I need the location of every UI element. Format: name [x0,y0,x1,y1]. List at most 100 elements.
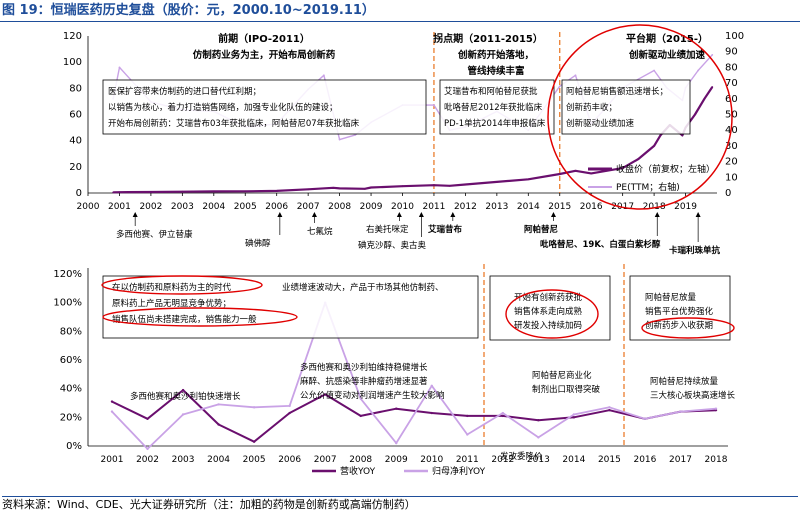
phase1-ellipse-text: 销售队伍尚未搭建完成，销售能力一般 [112,314,257,325]
legend-revenue-label: 营收YOY [340,465,376,477]
chart-svg: 0204060801001200102030405060708090100200… [53,24,744,477]
top-left-tick-label: 120 [63,31,82,42]
bottom-x-tick-label: 2016 [633,455,656,465]
price-point [574,169,577,172]
phase1-ellipse-text: 在以仿制药和原料药为主的时代 [112,282,232,293]
phase-subtitle: 管线持续丰富 [467,65,524,77]
drug-annotation-arrowhead [132,212,138,217]
top-x-tick-label: 2010 [391,202,414,212]
bottom-x-tick-label: 2007 [314,455,337,465]
bottom-y-tick-label: 60% [60,355,82,366]
drug-annotation-arrowhead [418,212,424,217]
pe-point [338,138,341,141]
revenue-yoy-point [572,416,576,419]
top-x-tick-label: 2015 [548,202,571,212]
top-right-tick-label: 0 [725,188,731,199]
top-x-tick-label: 2000 [77,202,100,212]
price-point [401,185,404,188]
bottom-x-tick-label: 2015 [598,455,621,465]
bottom-x-tick-label: 2005 [243,455,266,465]
price-point [659,134,662,137]
bottom-x-tick-label: 2010 [420,455,443,465]
phase2-box-line: 艾瑞昔布和阿帕替尼获批 [444,86,538,97]
price-point [212,190,215,193]
top-x-tick-label: 2012 [454,202,477,212]
profit-yoy-point [714,407,718,410]
top-x-tick-label: 2002 [139,202,162,212]
drug-annotation-arrowhead [695,212,701,217]
profit-yoy-point [679,410,682,413]
revenue-yoy-point [395,407,398,410]
phase3-box-text: 创新药步入收获期 [645,320,713,331]
phase3-bottom-box [629,275,731,341]
note-2007-line: 麻醉、抗感染等非肿瘤药增速显著 [300,376,428,387]
bottom-x-tick-label: 2018 [705,455,728,465]
profit-yoy-point [537,436,540,439]
pe-point [697,69,700,72]
price-point [332,186,335,189]
revenue-yoy-point [501,414,505,418]
bottom-x-tick-label: 2014 [562,455,585,465]
phase3-ellipse [641,317,735,339]
drug-annotation-arrowhead [654,212,660,217]
drug-annotation: 吡咯替尼、19K、白蛋白紫杉醇 [540,239,661,250]
phase-title: 拐点期（2011-2015） [433,32,543,45]
bottom-x-tick-label: 2003 [172,455,195,465]
revenue-yoy-point [323,393,327,396]
price-point [621,167,624,170]
revenue-yoy-point [252,440,256,443]
profit-yoy-point [181,413,185,416]
price-point [181,190,184,193]
price-point [112,191,115,194]
top-x-tick-label: 2006 [265,202,288,212]
price-point [558,173,561,175]
revenue-yoy-point [288,411,291,415]
bottom-x-tick-label: 2008 [349,455,372,465]
price-point [338,187,341,190]
phase3-box-line: 创新药丰收； [566,102,617,113]
top-x-tick-label: 2008 [328,202,351,212]
bottom-x-tick-label: 2012 [491,455,514,465]
drug-annotation: 右美托咪定 [366,224,409,235]
profit-yoy-point [395,441,398,445]
drug-annotation-arrowhead [396,212,402,217]
profit-yoy-point [466,433,469,436]
profit-yoy-point [252,406,256,409]
top-x-tick-label: 2005 [234,202,257,212]
profit-yoy-point [146,447,149,451]
bottom-x-tick-label: 2013 [527,455,550,465]
phase-subtitle: 仿制药业务为主，开始布局创新药 [193,49,336,61]
top-right-tick-label: 10 [725,172,738,183]
price-point [694,113,696,116]
bottom-y-tick-label: 120% [53,269,82,280]
phase3-box-text: 销售平台优势强化 [645,306,714,317]
profit-yoy-point [288,404,291,408]
top-x-tick-label: 2004 [202,202,225,212]
pe-point [433,104,435,106]
phase3-bottom-note: 阿帕替尼持续放量 [650,376,719,387]
phase2-price-cut: 发改委降价 [500,451,543,462]
phase2-box-line: 吡咯替尼2012年获批临床 [444,102,543,113]
drug-annotation-arrowhead [450,212,456,217]
phase1-box-line: 开始布局创新药：艾瑞昔布03年获批临床，阿帕替尼07年获批临床 [108,118,360,129]
bottom-y-tick-label: 0% [66,441,82,452]
profit-yoy-point [608,406,611,409]
note-2007-line: 公允价值变动对利润增速产生较大影响 [300,390,445,401]
price-point [637,158,640,160]
phase3-box-line: 阿帕替尼销售额迅速增长； [566,86,668,97]
top-right-tick-label: 20 [725,157,738,168]
phase2-box [439,79,555,135]
legend-pe-label: PE(TTM；右轴) [616,181,680,193]
revenue-yoy-point [466,414,469,418]
phase1-box-line: 以销售为核心，着力打造销售网络，加强专业化队伍的建设； [108,102,338,113]
top-right-tick-label: 70 [725,78,738,89]
phase3-box [561,79,691,135]
drug-annotation: 艾瑞昔布 [428,224,463,235]
phase3-box-line: 创新驱动业绩加速 [566,118,635,129]
revenue-yoy-point [537,419,540,422]
pe-point [653,69,655,72]
bottom-x-tick-label: 2004 [207,455,230,465]
top-right-tick-label: 30 [725,141,738,152]
bottom-y-tick-label: 40% [60,384,82,395]
price-point [681,134,684,137]
